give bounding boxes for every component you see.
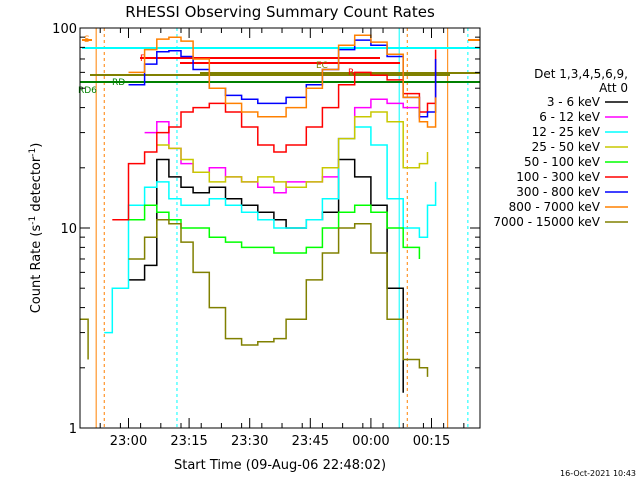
x-axis-label: Start Time (09-Aug-06 22:48:02)	[174, 458, 386, 473]
y-axis-label-main: Count Rate (s	[29, 225, 44, 314]
chart-title: RHESSI Observing Summary Count Rates	[125, 3, 435, 21]
x-tick-label: 23:15	[170, 434, 207, 449]
legend-label: 12 - 25 keV	[532, 125, 601, 139]
flag-label: RD6	[78, 86, 97, 96]
legend-label: 300 - 800 keV	[516, 185, 600, 199]
flag-label: R	[348, 68, 354, 78]
y-tick-label: 1	[69, 422, 77, 437]
y-tick-label: 100	[52, 22, 77, 37]
y-axis-label-mid: detector	[29, 156, 44, 216]
series-line	[80, 218, 429, 377]
legend-label: 50 - 100 keV	[524, 155, 601, 169]
x-tick-label: 00:00	[352, 434, 389, 449]
series-line	[104, 126, 437, 334]
series-line	[156, 111, 429, 188]
legend-label: 3 - 6 keV	[547, 95, 601, 109]
flag-bars: S F RD6 RD EC R	[78, 28, 480, 428]
x-tick-label: 00:15	[413, 434, 450, 449]
series-line	[144, 98, 421, 194]
flag-label: EC	[316, 61, 328, 71]
legend-header-line2: Att 0	[599, 81, 628, 95]
legend-header-line1: Det 1,3,4,5,6,9,	[534, 67, 628, 81]
y-axis-ticks: 1 10 100	[52, 22, 480, 437]
legend-label: 7000 - 15000 keV	[493, 215, 600, 229]
legend-label: 100 - 300 keV	[516, 170, 600, 184]
y-axis-label-exp2: -1	[28, 148, 38, 157]
y-axis-label-end: )	[29, 143, 44, 148]
x-tick-label: 23:00	[110, 434, 147, 449]
legend-label: 25 - 50 keV	[532, 140, 601, 154]
series-line	[128, 34, 437, 128]
x-tick-label: 23:45	[292, 434, 329, 449]
series-lines	[80, 34, 437, 393]
y-axis-label-exp1: -1	[28, 216, 38, 225]
series-line	[128, 204, 421, 259]
legend-label: 6 - 12 keV	[539, 110, 601, 124]
legend-label: 800 - 7000 keV	[509, 200, 601, 214]
y-axis-label: Count Rate (s-1 detector-1)	[28, 143, 44, 314]
flag-label: F	[140, 54, 145, 64]
timestamp: 16-Oct-2021 10:43	[560, 469, 636, 478]
x-tick-label: 23:30	[231, 434, 268, 449]
series-line	[112, 49, 437, 221]
flag-label: RD	[112, 78, 125, 88]
x-axis-ticks: 23:00 23:15 23:30 23:45 00:00 00:15	[79, 28, 465, 449]
flag-label: S	[84, 35, 90, 45]
y-tick-label: 10	[60, 222, 77, 237]
